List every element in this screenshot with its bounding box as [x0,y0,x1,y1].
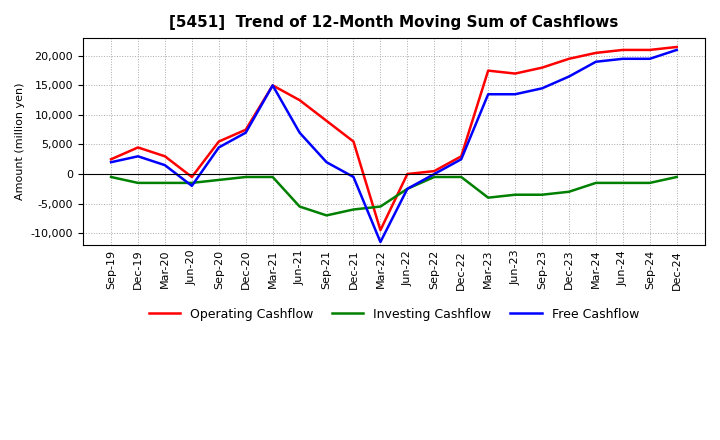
Investing Cashflow [349,207,358,212]
Line: Free Cashflow: Free Cashflow [111,50,677,242]
Free Cashflow [349,174,358,180]
Investing Cashflow [592,180,600,186]
Investing Cashflow [618,180,627,186]
Free Cashflow [538,86,546,91]
Operating Cashflow [592,50,600,55]
Operating Cashflow [645,47,654,52]
Operating Cashflow [187,174,196,180]
Operating Cashflow [430,169,438,174]
Investing Cashflow [215,177,223,183]
Line: Operating Cashflow: Operating Cashflow [111,47,677,230]
Line: Investing Cashflow: Investing Cashflow [111,177,677,216]
Free Cashflow [564,74,573,79]
Free Cashflow [241,130,250,136]
Investing Cashflow [107,174,115,180]
Investing Cashflow [269,174,277,180]
Operating Cashflow [538,65,546,70]
Operating Cashflow [269,83,277,88]
Operating Cashflow [107,157,115,162]
Operating Cashflow [376,227,384,233]
Investing Cashflow [403,186,412,191]
Investing Cashflow [457,174,466,180]
Investing Cashflow [672,174,681,180]
Investing Cashflow [645,180,654,186]
Free Cashflow [161,162,169,168]
Operating Cashflow [161,154,169,159]
Free Cashflow [187,183,196,188]
Free Cashflow [323,160,331,165]
Operating Cashflow [457,154,466,159]
Free Cashflow [430,172,438,177]
Free Cashflow [510,92,519,97]
Operating Cashflow [484,68,492,73]
Operating Cashflow [241,127,250,132]
Operating Cashflow [215,139,223,144]
Investing Cashflow [323,213,331,218]
Free Cashflow [618,56,627,62]
Free Cashflow [592,59,600,64]
Investing Cashflow [295,204,304,209]
Operating Cashflow [564,56,573,62]
Investing Cashflow [430,174,438,180]
Y-axis label: Amount (million yen): Amount (million yen) [15,83,25,200]
Operating Cashflow [349,139,358,144]
Operating Cashflow [323,118,331,124]
Investing Cashflow [510,192,519,198]
Free Cashflow [672,47,681,52]
Operating Cashflow [618,47,627,52]
Investing Cashflow [161,180,169,186]
Investing Cashflow [538,192,546,198]
Operating Cashflow [295,98,304,103]
Free Cashflow [645,56,654,62]
Free Cashflow [295,130,304,136]
Legend: Operating Cashflow, Investing Cashflow, Free Cashflow: Operating Cashflow, Investing Cashflow, … [144,303,644,326]
Title: [5451]  Trend of 12-Month Moving Sum of Cashflows: [5451] Trend of 12-Month Moving Sum of C… [169,15,618,30]
Investing Cashflow [187,180,196,186]
Free Cashflow [457,157,466,162]
Investing Cashflow [241,174,250,180]
Free Cashflow [403,186,412,191]
Free Cashflow [215,145,223,150]
Operating Cashflow [510,71,519,76]
Operating Cashflow [403,172,412,177]
Investing Cashflow [564,189,573,194]
Free Cashflow [376,239,384,245]
Investing Cashflow [376,204,384,209]
Operating Cashflow [134,145,143,150]
Investing Cashflow [134,180,143,186]
Free Cashflow [269,83,277,88]
Investing Cashflow [484,195,492,200]
Free Cashflow [484,92,492,97]
Free Cashflow [107,160,115,165]
Free Cashflow [134,154,143,159]
Operating Cashflow [672,44,681,50]
